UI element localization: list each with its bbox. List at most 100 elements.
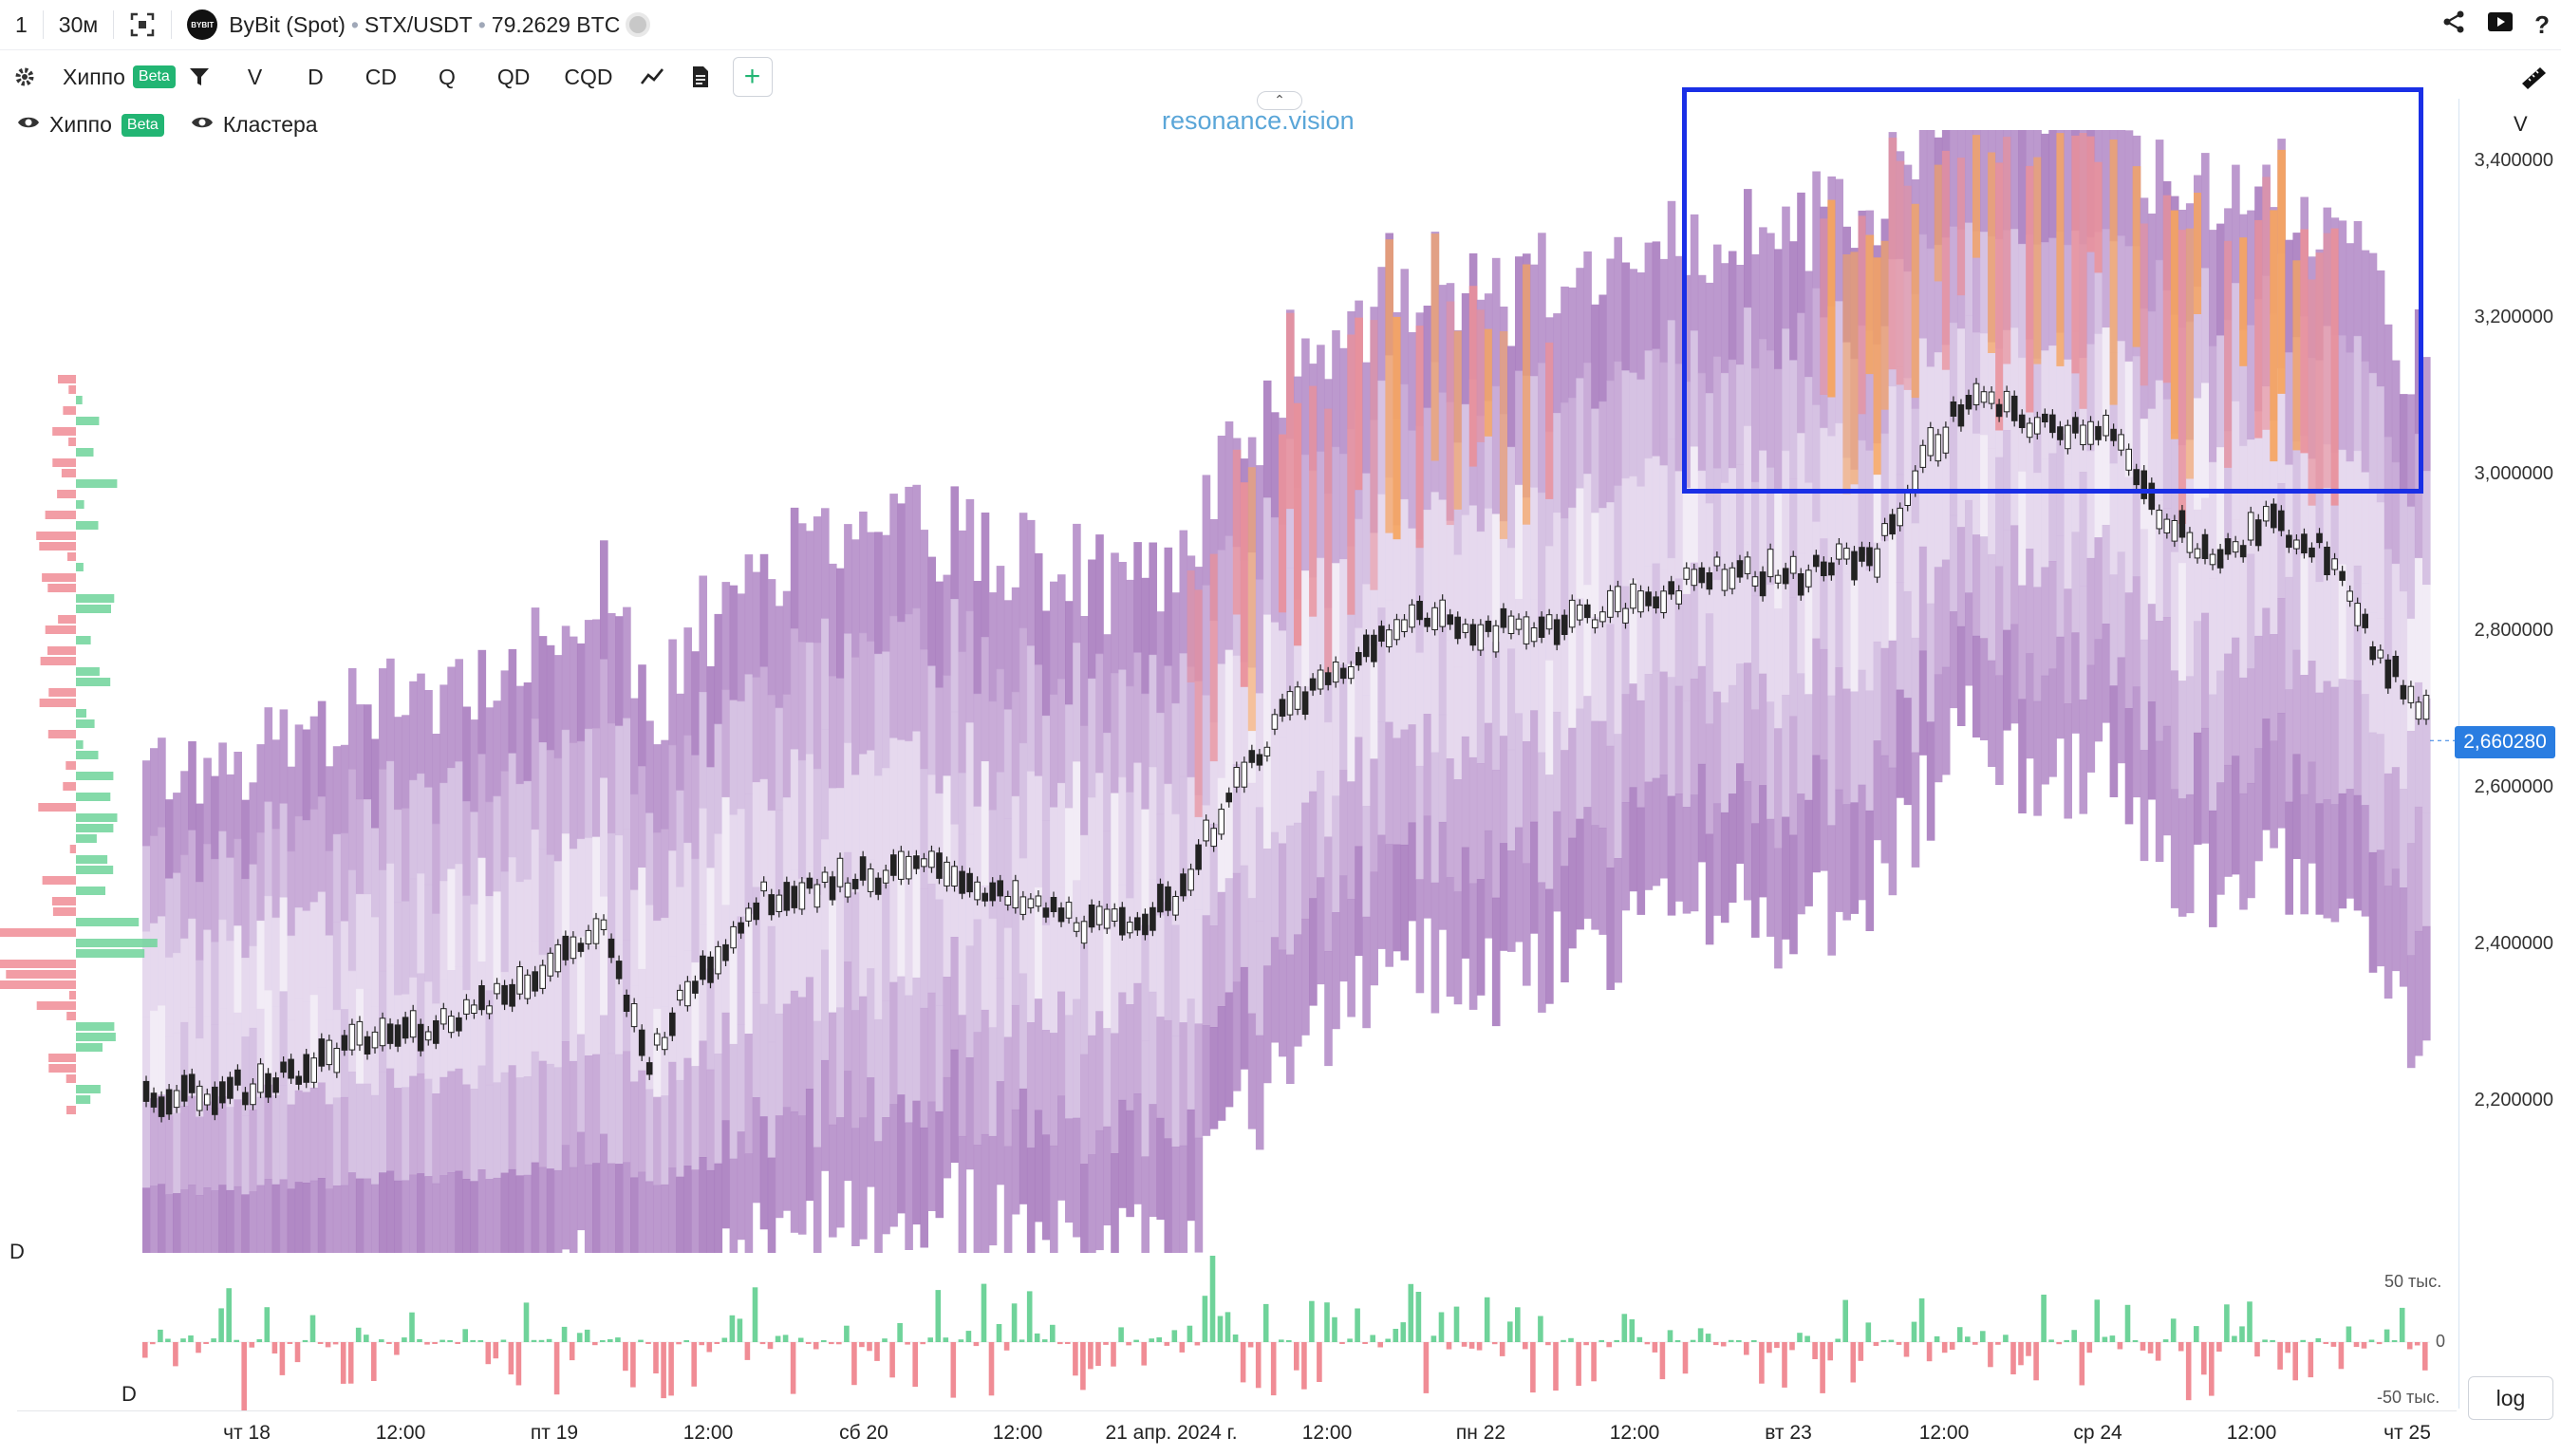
ruler-icon[interactable] [2519,65,2548,95]
candle-body [2042,413,2048,422]
heatmap-cell [615,1164,624,1253]
delta-bar [325,1342,331,1348]
line-chart-icon[interactable] [626,55,678,99]
highlight-box [1682,87,2423,494]
heatmap-hotspot [2254,219,2263,439]
heatmap-cell [2254,748,2263,862]
heatmap-cell [1065,808,1074,912]
candle-body [783,882,791,911]
heatmap-cell [2071,532,2080,633]
volume-profile-bar [52,907,76,916]
heatmap-cell [1591,513,1599,618]
volume-profile-bar [76,1043,103,1052]
heatmap-cell [470,1089,478,1182]
help-icon[interactable]: ? [2534,9,2550,39]
heatmap-cell [805,977,814,1090]
delta-histogram[interactable] [0,1243,2458,1410]
chart-count[interactable]: 1 [15,11,28,37]
indicator-hippo[interactable]: Хиппо Beta [49,55,189,99]
document-icon[interactable] [678,55,723,99]
heatmap-cell [1240,966,1249,1070]
heatmap-cell [676,887,684,984]
tool-d[interactable]: D [308,64,324,89]
heatmap-cell [737,1131,746,1241]
tool-v[interactable]: V [247,64,263,89]
heatmap-cell [180,854,189,940]
candle-body [1241,761,1248,788]
log-scale-button[interactable]: log [2468,1376,2553,1420]
heatmap-hotspot [1896,160,1905,385]
heatmap-cell [364,894,372,990]
heatmap-cell [2185,557,2195,677]
video-icon[interactable] [2487,10,2514,40]
heatmap-cell [2346,352,2355,462]
delta-bar [2147,1342,2154,1353]
heatmap-cell [1515,599,1524,714]
heatmap-cell [2178,798,2187,917]
delta-bar [1088,1342,1094,1370]
eye-icon[interactable] [191,114,214,136]
heatmap-cell [317,1178,327,1253]
heatmap-hotspot [1187,570,1196,682]
heatmap-cell [1712,579,1722,693]
tool-q[interactable]: Q [439,64,456,89]
heatmap-cell [1941,559,1951,668]
heatmap-cell [2010,525,2019,625]
candle-body [1729,567,1736,589]
heatmap-cell [508,961,517,1066]
heatmap-cell [1011,900,1020,1006]
delta-bar [2361,1342,2367,1349]
tool-cd[interactable]: CD [365,64,398,89]
heatmap-cell [1644,674,1654,783]
heatmap-cell [1744,425,1752,546]
tool-qd[interactable]: QD [496,64,531,89]
delta-bar [1370,1335,1375,1342]
heatmap-cell [912,731,921,855]
time-tick: 12:00 [992,1422,1043,1444]
volume-profile-bar [51,897,76,905]
heatmap-cell [2300,436,2309,556]
heatmap-cell [1171,1147,1181,1253]
heatmap-cell [1286,568,1295,698]
share-icon[interactable] [2441,9,2466,41]
heatmap-cell [1019,742,1028,859]
heatmap-cell [1468,631,1478,758]
interval-selector[interactable]: 30м [58,11,99,37]
heatmap-cell [1561,750,1569,867]
candle-body [1218,809,1225,835]
heatmap-cell [1065,1118,1074,1223]
heatmap-cell [1644,242,1654,351]
heatmap-cell [882,768,890,886]
heatmap-cell [249,782,258,866]
delta-bar [2239,1326,2245,1342]
heatmap-cell [859,875,868,998]
candle-body [1263,746,1271,756]
heatmap-cell [882,534,890,652]
heatmap-cell [2285,464,2293,578]
heatmap-cell [409,779,418,880]
filter-icon[interactable] [189,55,223,99]
eye-icon[interactable] [17,114,40,136]
heatmap-cell [150,1185,159,1253]
heatmap-cell [576,838,586,938]
add-indicator-button[interactable]: + [732,57,773,97]
tool-cqd[interactable]: CQD [564,64,613,89]
heatmap-cell [829,788,837,902]
heatmap-cell [500,1172,510,1253]
heatmap-cell [2041,567,2049,677]
settings-icon[interactable] [0,55,49,99]
heatmap-cell [851,539,860,658]
symbol-selector[interactable]: BYBIT ByBit (Spot) • STX/USDT • 79.2629 … [172,0,665,49]
heatmap-cell [1088,559,1096,680]
heatmap-cell [1744,189,1752,308]
heatmap-cell [1636,379,1646,487]
heatmap-cell [1171,1036,1181,1148]
heatmap-cell [1934,352,1943,460]
heatmap-cell [1491,385,1501,514]
collapse-toolbar-button[interactable]: ⌃ [1257,91,1302,110]
heatmap-cell [515,980,525,1078]
price-heatmap-chart[interactable] [0,114,2458,1253]
delta-bar [142,1342,148,1358]
fullscreen-icon[interactable] [114,0,171,49]
heatmap-cell [1621,694,1631,803]
